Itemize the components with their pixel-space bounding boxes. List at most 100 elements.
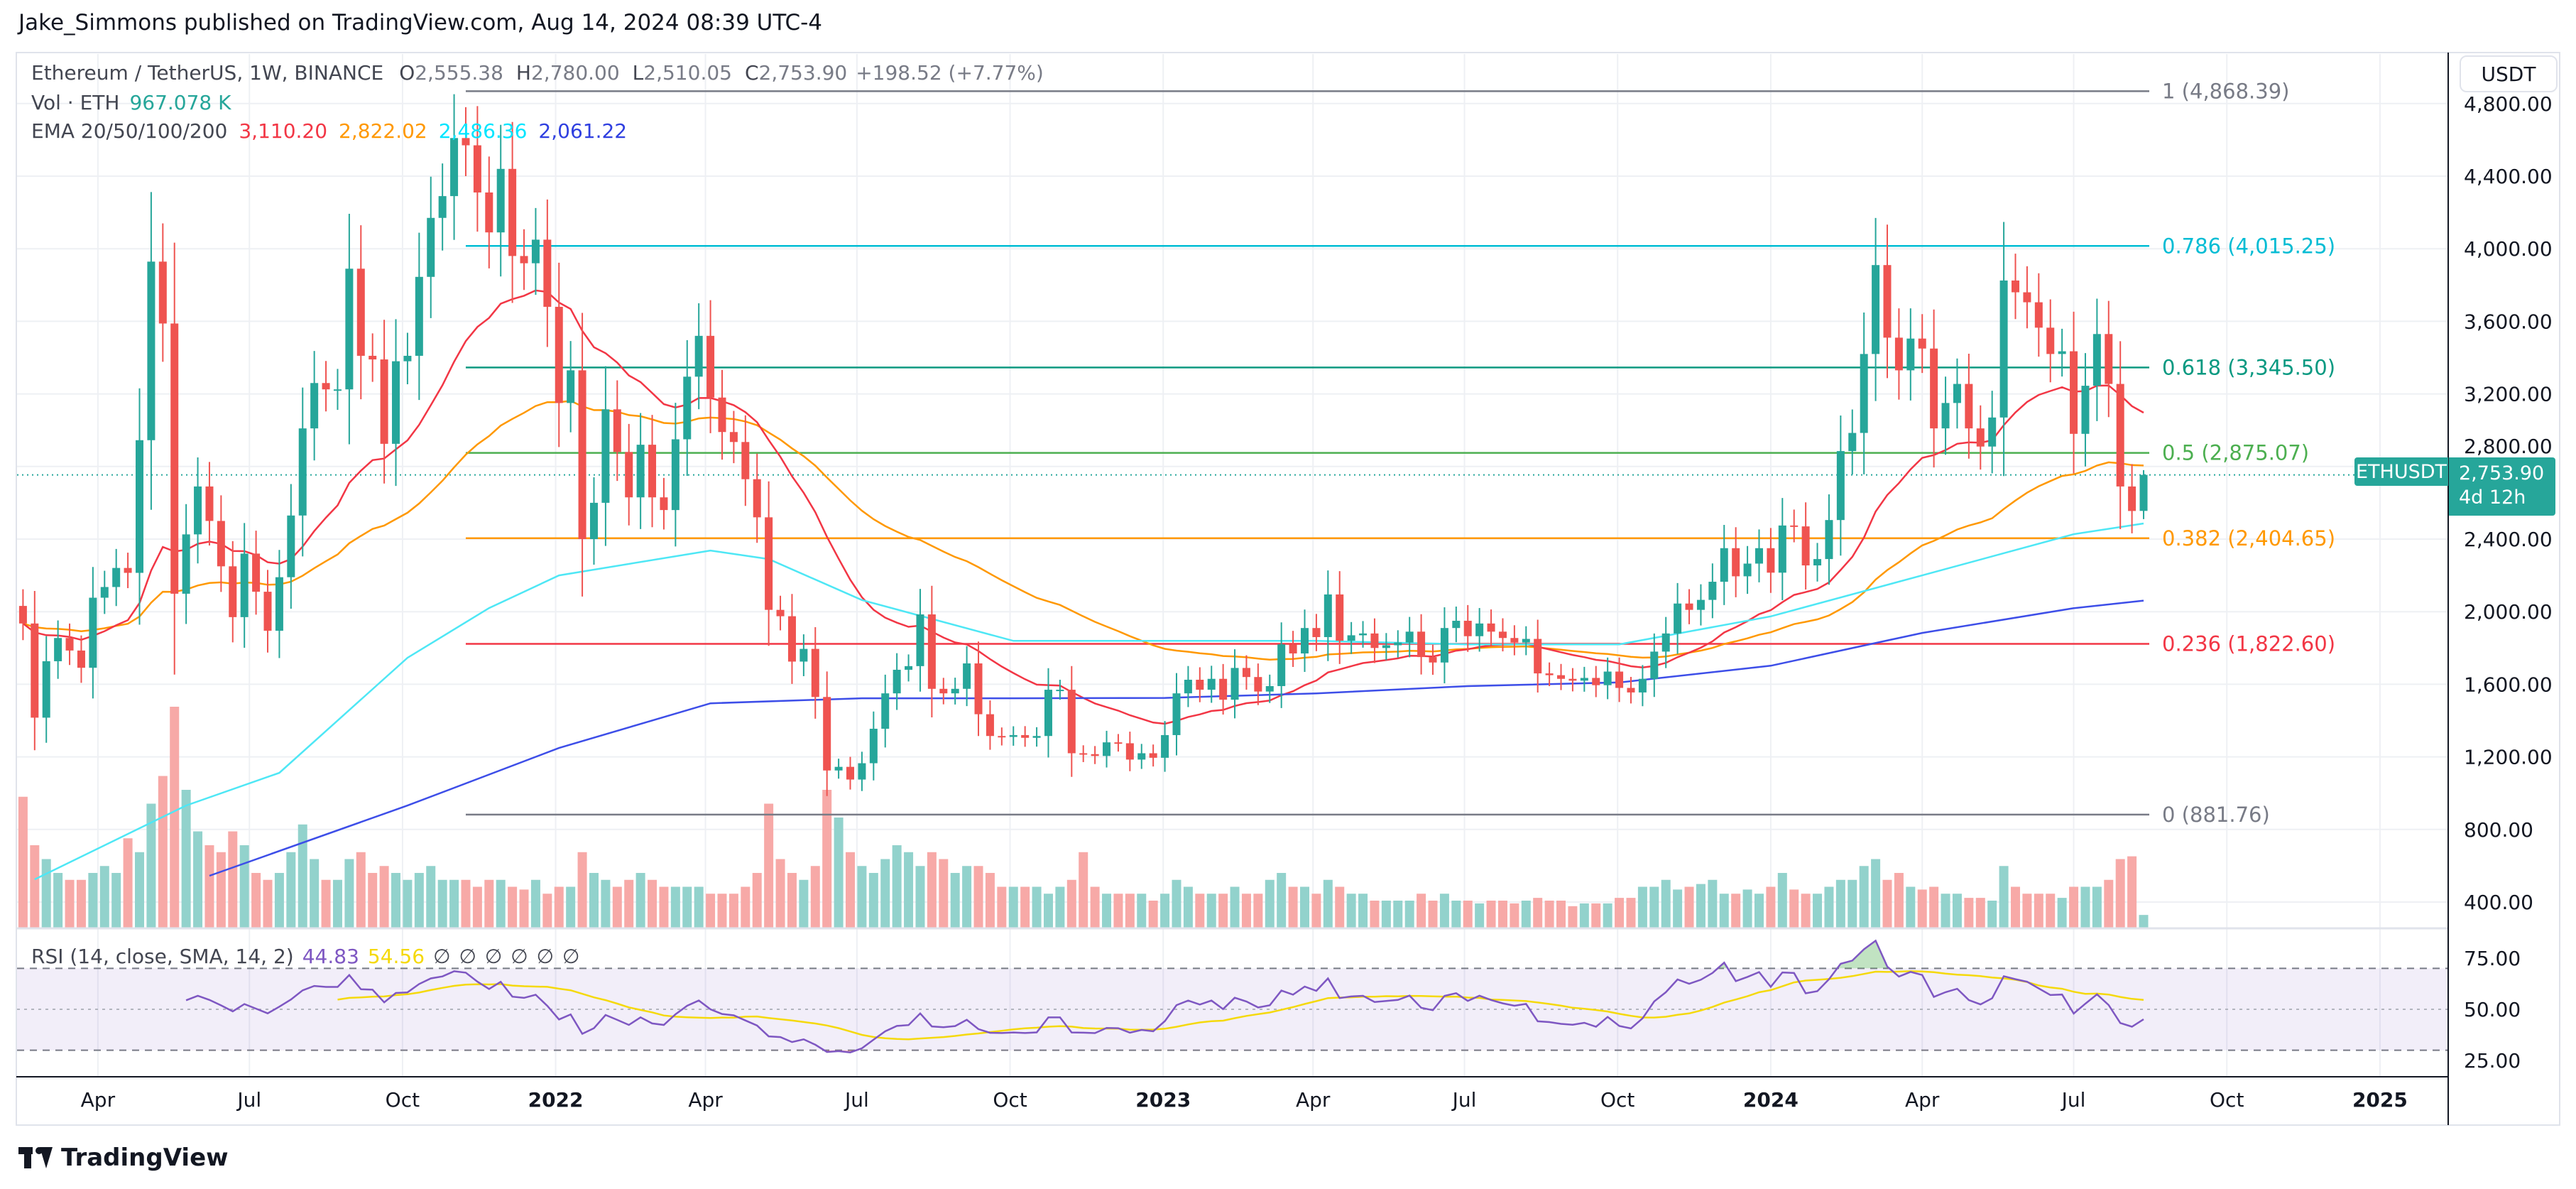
- candle-body: [2058, 351, 2066, 354]
- currency-button[interactable]: USDT: [2460, 55, 2558, 92]
- volume-bar: [1102, 894, 1112, 928]
- candle-body: [1696, 599, 1705, 610]
- volume-bar: [1929, 886, 1939, 928]
- volume-bar: [332, 879, 342, 928]
- time-tick-label: Apr: [1905, 1088, 1940, 1112]
- candle: [1615, 657, 1624, 702]
- candle-body: [287, 515, 295, 577]
- ema20-value: 3,110.20: [239, 119, 328, 143]
- high-value: 2,780.00: [530, 61, 620, 85]
- candle: [1207, 666, 1216, 703]
- candle: [2034, 273, 2043, 357]
- rsi-na: ∅: [562, 945, 580, 968]
- fib-level-label: 0.618 (3,345.50): [2162, 355, 2335, 379]
- candle: [1767, 528, 1775, 593]
- volume-bar: [65, 879, 75, 928]
- time-tick-label: 2023: [1135, 1088, 1191, 1112]
- candle-body: [893, 669, 901, 694]
- volume-bar: [810, 866, 820, 928]
- candle-body: [485, 192, 493, 233]
- candle: [205, 462, 214, 545]
- candle-body: [1161, 734, 1169, 758]
- candle-body: [589, 502, 598, 539]
- volume-bar: [426, 866, 436, 928]
- volume-bar: [1544, 901, 1554, 928]
- candle-body: [1557, 675, 1566, 679]
- candle: [392, 319, 400, 487]
- candle: [322, 361, 330, 412]
- candle-body: [345, 268, 354, 390]
- candle: [1417, 614, 1426, 675]
- volume-bar: [170, 707, 180, 928]
- candle-body: [1930, 348, 1938, 429]
- ema-label[interactable]: EMA 20/50/100/200: [31, 119, 228, 143]
- volume-bar: [1323, 879, 1333, 928]
- candle-body: [1277, 644, 1286, 686]
- volume-value: 967.078 K: [129, 91, 231, 114]
- candle-body: [2081, 386, 2090, 434]
- volume-bar: [1241, 894, 1251, 928]
- volume-bar: [2127, 856, 2137, 928]
- candle-body: [531, 239, 540, 264]
- candle: [182, 504, 190, 624]
- volume-bar: [1533, 898, 1543, 928]
- candle-body: [939, 688, 948, 694]
- symbol-title[interactable]: Ethereum / TetherUS, 1W, BINANCE: [31, 61, 384, 85]
- volume-bar: [741, 886, 751, 928]
- candle: [112, 548, 121, 607]
- volume-bar: [1358, 894, 1368, 928]
- volume-label[interactable]: Vol · ETH: [31, 91, 120, 114]
- candle: [31, 590, 39, 751]
- candle-body: [2034, 302, 2043, 328]
- candle-body: [823, 697, 831, 771]
- candle: [1732, 527, 1740, 597]
- candle: [1965, 353, 1973, 459]
- candle-body: [1079, 753, 1088, 755]
- candle-body: [1184, 680, 1192, 694]
- candle: [1021, 726, 1030, 747]
- candle: [1440, 607, 1448, 683]
- volume-bar: [1591, 903, 1601, 928]
- rsi-tick-label: 25.00: [2464, 1049, 2521, 1073]
- volume-bar: [2080, 886, 2090, 928]
- candle: [42, 636, 50, 743]
- candle-body: [543, 239, 552, 307]
- candle: [1336, 571, 1344, 664]
- volume-bar: [1137, 894, 1147, 928]
- candle: [555, 262, 563, 447]
- volume-bar: [2139, 915, 2149, 928]
- volume-bar: [648, 879, 657, 928]
- candle-body: [1894, 337, 1903, 371]
- candle-body: [112, 568, 121, 587]
- volume-bar: [41, 859, 51, 928]
- candle: [1487, 609, 1495, 646]
- candle: [1103, 730, 1111, 768]
- volume-bar: [1673, 889, 1683, 928]
- volume-bar: [1020, 886, 1030, 928]
- candle: [1114, 734, 1123, 752]
- candle: [263, 570, 272, 653]
- volume-bar: [1848, 879, 1857, 928]
- volume-bar: [1032, 886, 1042, 928]
- tradingview-logo[interactable]: TradingView: [18, 1144, 229, 1172]
- candle-body: [1172, 693, 1181, 735]
- candle-body: [998, 736, 1006, 738]
- rsi-sma-value: 54.56: [367, 945, 425, 968]
- volume-bars: [18, 707, 2149, 928]
- candle-body: [54, 638, 62, 661]
- volume-bar: [1964, 898, 1974, 928]
- candle: [905, 654, 913, 682]
- axes[interactable]: 400.00 800.00 1,200.00 1,600.00 2,000.00 2,40…: [81, 92, 2553, 1112]
- volume-bar: [1160, 894, 1170, 928]
- candle: [1277, 622, 1286, 708]
- candle: [1603, 657, 1612, 700]
- candle-body: [1801, 526, 1810, 566]
- candle: [1627, 677, 1635, 704]
- rsi-label[interactable]: RSI (14, close, SMA, 14, 2): [31, 945, 294, 968]
- volume-bar: [1615, 898, 1625, 928]
- candle-body: [124, 568, 132, 573]
- ema100-value: 2,486.36: [438, 119, 528, 143]
- candle-body: [683, 376, 692, 440]
- candle: [287, 484, 295, 609]
